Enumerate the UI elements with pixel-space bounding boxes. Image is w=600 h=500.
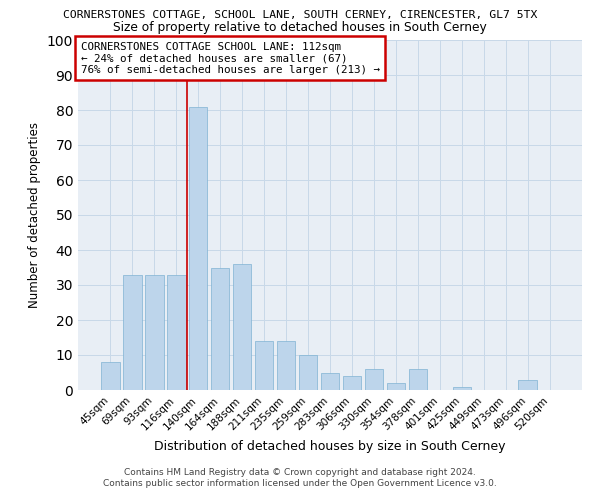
- Text: CORNERSTONES COTTAGE, SCHOOL LANE, SOUTH CERNEY, CIRENCESTER, GL7 5TX: CORNERSTONES COTTAGE, SCHOOL LANE, SOUTH…: [63, 10, 537, 20]
- Bar: [101, 362, 119, 390]
- X-axis label: Distribution of detached houses by size in South Cerney: Distribution of detached houses by size …: [154, 440, 506, 453]
- Bar: [145, 274, 164, 390]
- Y-axis label: Number of detached properties: Number of detached properties: [28, 122, 41, 308]
- Bar: [211, 268, 229, 390]
- Bar: [189, 106, 208, 390]
- Text: Contains HM Land Registry data © Crown copyright and database right 2024.
Contai: Contains HM Land Registry data © Crown c…: [103, 468, 497, 487]
- Bar: [452, 386, 471, 390]
- Bar: [277, 341, 295, 390]
- Bar: [167, 274, 185, 390]
- Bar: [233, 264, 251, 390]
- Bar: [365, 369, 383, 390]
- Text: Size of property relative to detached houses in South Cerney: Size of property relative to detached ho…: [113, 22, 487, 35]
- Bar: [320, 372, 340, 390]
- Text: CORNERSTONES COTTAGE SCHOOL LANE: 112sqm
← 24% of detached houses are smaller (6: CORNERSTONES COTTAGE SCHOOL LANE: 112sqm…: [80, 42, 380, 75]
- Bar: [343, 376, 361, 390]
- Bar: [123, 274, 142, 390]
- Bar: [255, 341, 274, 390]
- Bar: [386, 383, 405, 390]
- Bar: [518, 380, 537, 390]
- Bar: [409, 369, 427, 390]
- Bar: [299, 355, 317, 390]
